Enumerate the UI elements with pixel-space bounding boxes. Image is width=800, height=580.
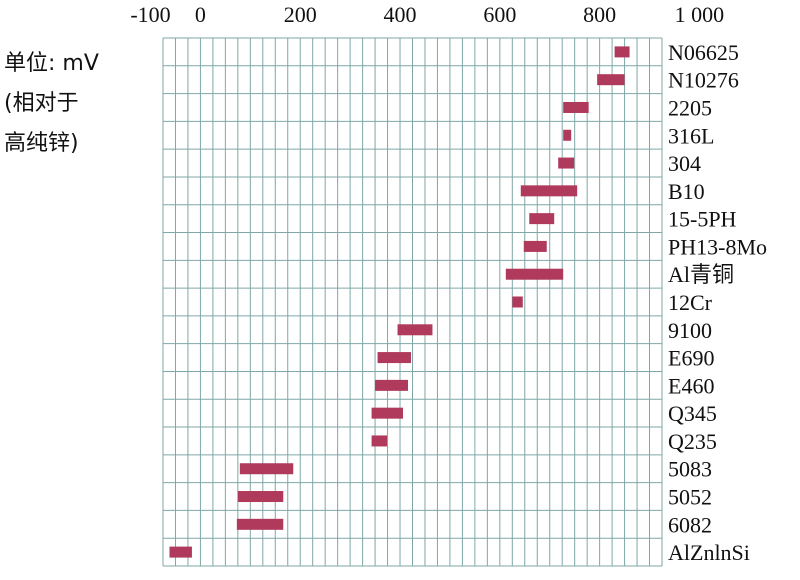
bar-4 bbox=[558, 157, 575, 169]
category-label-15: 5083 bbox=[668, 457, 712, 482]
category-label-17: 6082 bbox=[668, 512, 712, 537]
category-label-12: E460 bbox=[668, 373, 714, 398]
x-tick-labels: -100 0 200 400 600 800 1 000 bbox=[130, 2, 724, 27]
bar-8 bbox=[505, 268, 564, 280]
unit-label-line-3: 高纯锌) bbox=[4, 131, 79, 156]
category-label-0: N06625 bbox=[668, 40, 739, 65]
category-label-3: 316L bbox=[668, 123, 714, 148]
x-tick-label-0: -100 bbox=[130, 2, 170, 27]
bar-0 bbox=[614, 46, 630, 58]
category-label-7: PH13-8Mo bbox=[668, 234, 767, 259]
bar-16 bbox=[237, 491, 284, 503]
bar-12 bbox=[375, 379, 409, 391]
bar-17 bbox=[236, 518, 284, 530]
bar-11 bbox=[377, 352, 412, 364]
bar-3 bbox=[563, 129, 572, 141]
bar-7 bbox=[523, 240, 547, 252]
category-label-2: 2205 bbox=[668, 95, 712, 120]
bar-5 bbox=[520, 185, 578, 197]
bar-1 bbox=[597, 74, 625, 86]
unit-label-line-1: 单位: mV bbox=[4, 51, 99, 76]
bar-9 bbox=[512, 296, 523, 308]
x-tick-label-3: 400 bbox=[384, 2, 417, 27]
category-label-10: 9100 bbox=[668, 318, 712, 343]
category-label-11: E690 bbox=[668, 346, 714, 371]
grid bbox=[162, 37, 663, 567]
category-label-18: AlZnlnSi bbox=[668, 540, 750, 565]
x-tick-label-5: 800 bbox=[583, 2, 616, 27]
bar-18 bbox=[169, 546, 192, 558]
bar-2 bbox=[563, 101, 589, 113]
bar-10 bbox=[397, 324, 433, 336]
x-tick-label-4: 600 bbox=[483, 2, 516, 27]
x-tick-label-6: 1 000 bbox=[675, 2, 725, 27]
unit-label: 单位: mV (相对于 高纯锌) bbox=[4, 44, 154, 164]
bar-13 bbox=[371, 407, 404, 419]
category-label-4: 304 bbox=[668, 151, 701, 176]
category-label-13: Q345 bbox=[668, 401, 717, 426]
category-label-9: 12Cr bbox=[668, 290, 713, 315]
category-label-1: N10276 bbox=[668, 68, 739, 93]
category-label-14: Q235 bbox=[668, 429, 717, 454]
bar-6 bbox=[529, 213, 555, 225]
bar-14 bbox=[371, 435, 388, 447]
x-tick-label-1: 0 bbox=[195, 2, 206, 27]
category-label-5: B10 bbox=[668, 179, 705, 204]
category-label-16: 5052 bbox=[668, 485, 712, 510]
bar-15 bbox=[239, 463, 294, 475]
category-label-8: Al青铜 bbox=[668, 262, 734, 287]
bars bbox=[169, 46, 630, 558]
x-tick-label-2: 200 bbox=[284, 2, 317, 27]
category-label-6: 15-5PH bbox=[668, 207, 737, 232]
unit-label-line-2: (相对于 bbox=[4, 91, 79, 116]
